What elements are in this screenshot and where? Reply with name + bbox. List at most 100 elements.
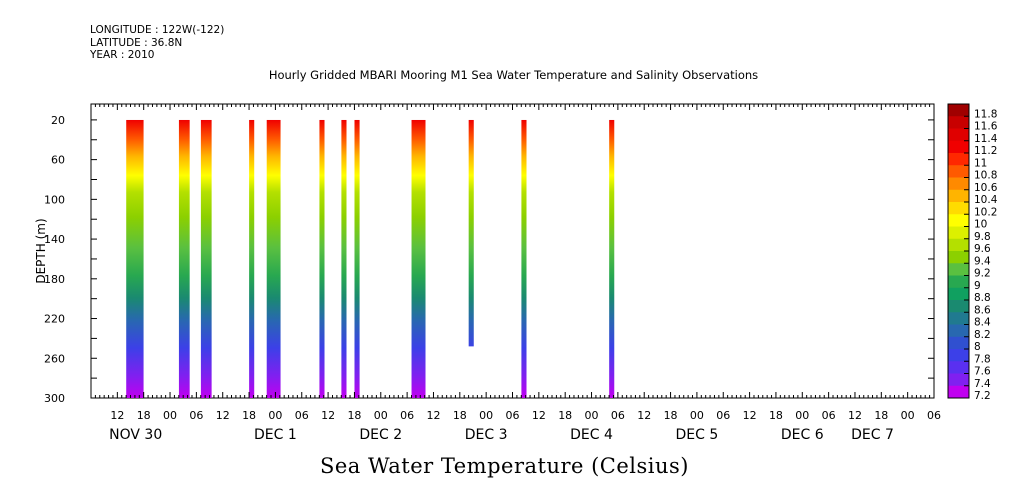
colorbar-label: 7.8 bbox=[974, 353, 991, 365]
y-tick-label: 220 bbox=[44, 313, 65, 326]
x-tick-label: 12 bbox=[110, 409, 124, 422]
colorbar-label: 9 bbox=[974, 280, 981, 292]
plot-frame bbox=[90, 103, 935, 399]
y-tick-label: 100 bbox=[44, 193, 65, 206]
colorbar-swatch bbox=[948, 189, 969, 203]
colorbar-label: 7.4 bbox=[974, 378, 991, 390]
colorbar-swatch bbox=[948, 275, 969, 289]
x-day-label: DEC 3 bbox=[465, 427, 508, 443]
temperature-bar bbox=[468, 119, 474, 347]
x-tick-label: 00 bbox=[479, 409, 493, 422]
colorbar-swatch bbox=[948, 336, 969, 350]
x-tick-label: 18 bbox=[558, 409, 572, 422]
colorbar-swatch bbox=[948, 324, 969, 338]
colorbar-label: 10.6 bbox=[974, 182, 998, 194]
x-tick-label: 00 bbox=[901, 409, 915, 422]
temperature-bar bbox=[319, 119, 325, 398]
x-day-label: DEC 5 bbox=[676, 427, 719, 443]
x-day-label: DEC 7 bbox=[851, 427, 894, 443]
x-tick-label: 00 bbox=[163, 409, 177, 422]
colorbar-swatch bbox=[948, 140, 969, 154]
y-tick-label: 140 bbox=[44, 233, 65, 246]
colorbar-label: 8.6 bbox=[974, 304, 991, 316]
temperature-bar bbox=[178, 119, 190, 398]
x-tick-label: 12 bbox=[216, 409, 230, 422]
colorbar-label: 10.2 bbox=[974, 206, 997, 218]
colorbar-swatch bbox=[948, 177, 969, 191]
temperature-bar bbox=[126, 119, 144, 398]
colorbar-label: 8.2 bbox=[974, 329, 991, 341]
colorbar-swatch bbox=[948, 349, 969, 362]
x-day-label: DEC 1 bbox=[254, 427, 297, 443]
x-tick-label: 18 bbox=[769, 409, 783, 422]
x-tick-label: 12 bbox=[848, 409, 862, 422]
colorbar-label: 9.8 bbox=[974, 231, 991, 243]
colorbar-swatch bbox=[948, 202, 969, 215]
x-tick-label: 18 bbox=[664, 409, 678, 422]
colorbar-swatch bbox=[948, 116, 969, 129]
temperature-bar bbox=[249, 119, 255, 398]
colorbar-label: 9.4 bbox=[974, 255, 991, 267]
x-tick-label: 18 bbox=[874, 409, 888, 422]
x-tick-label: 18 bbox=[242, 409, 256, 422]
colorbar-swatch bbox=[948, 104, 969, 117]
x-tick-label: 00 bbox=[795, 409, 809, 422]
chart-title-text: Hourly Gridded MBARI Mooring M1 Sea Wate… bbox=[268, 68, 759, 82]
colorbar-swatch bbox=[948, 361, 969, 374]
temperature-bar bbox=[266, 119, 281, 398]
colorbar-label: 7.2 bbox=[974, 390, 991, 402]
colorbar-swatch bbox=[948, 287, 969, 301]
x-day-label: DEC 4 bbox=[570, 427, 613, 443]
colorbar-swatch bbox=[948, 312, 969, 325]
x-tick-label: 00 bbox=[374, 409, 388, 422]
colorbar-label: 9.2 bbox=[974, 268, 991, 280]
y-tick-label: 300 bbox=[44, 392, 65, 405]
y-tick-label: 20 bbox=[51, 114, 65, 127]
temperature-bar bbox=[354, 119, 360, 398]
x-day-label: DEC 6 bbox=[781, 427, 824, 443]
colorbar-swatch bbox=[948, 226, 969, 240]
temperature-bar bbox=[341, 119, 347, 398]
y-axis-label: DEPTH (m) bbox=[34, 218, 48, 283]
x-tick-label: 18 bbox=[347, 409, 361, 422]
x-day-label: DEC 2 bbox=[359, 427, 402, 443]
colorbar-label: 10 bbox=[974, 219, 987, 231]
colorbar-label: 7.6 bbox=[974, 366, 991, 378]
x-tick-label: 06 bbox=[295, 409, 309, 422]
x-tick-label: 18 bbox=[453, 409, 467, 422]
x-tick-label: 12 bbox=[532, 409, 546, 422]
x-tick-label: 12 bbox=[426, 409, 440, 422]
colorbar-label: 9.6 bbox=[974, 243, 991, 255]
colorbar-label: 8 bbox=[974, 341, 981, 353]
temperature-bar bbox=[521, 119, 527, 398]
x-tick-label: 12 bbox=[321, 409, 335, 422]
x-tick-label: 00 bbox=[690, 409, 704, 422]
chart-footer: Sea Water Temperature (Celsius) bbox=[319, 454, 689, 478]
latitude-label: LATITUDE : 36.8N bbox=[90, 36, 183, 49]
colorbar-swatch bbox=[948, 153, 969, 166]
temperature-bar bbox=[200, 119, 212, 398]
colorbar-label: 11.8 bbox=[974, 108, 997, 120]
colorbar-label: 8.4 bbox=[974, 317, 991, 329]
colorbar-label: 8.8 bbox=[974, 292, 991, 304]
temperature-bar bbox=[609, 119, 615, 398]
colorbar-swatch bbox=[948, 385, 969, 399]
year-label: YEAR : 2010 bbox=[90, 49, 155, 61]
x-day-label: NOV 30 bbox=[109, 427, 162, 443]
colorbar-label: 11 bbox=[974, 157, 987, 169]
chart-title: Hourly Gridded MBARI Mooring M1 Sea Wate… bbox=[0, 68, 1009, 82]
colorbar-label: 10.8 bbox=[974, 170, 997, 182]
x-tick-label: 06 bbox=[189, 409, 203, 422]
x-tick-label: 00 bbox=[268, 409, 282, 422]
colorbar-swatch bbox=[948, 251, 969, 264]
x-tick-label: 06 bbox=[716, 409, 730, 422]
colorbar-swatch bbox=[948, 238, 969, 252]
colorbar-swatch bbox=[948, 214, 969, 227]
y-tick-label: 180 bbox=[44, 273, 65, 286]
x-tick-label: 18 bbox=[137, 409, 151, 422]
x-tick-label: 12 bbox=[743, 409, 757, 422]
colorbar-swatch bbox=[948, 300, 969, 313]
y-tick-label: 60 bbox=[51, 154, 65, 167]
colorbar-label: 11.4 bbox=[974, 133, 998, 145]
